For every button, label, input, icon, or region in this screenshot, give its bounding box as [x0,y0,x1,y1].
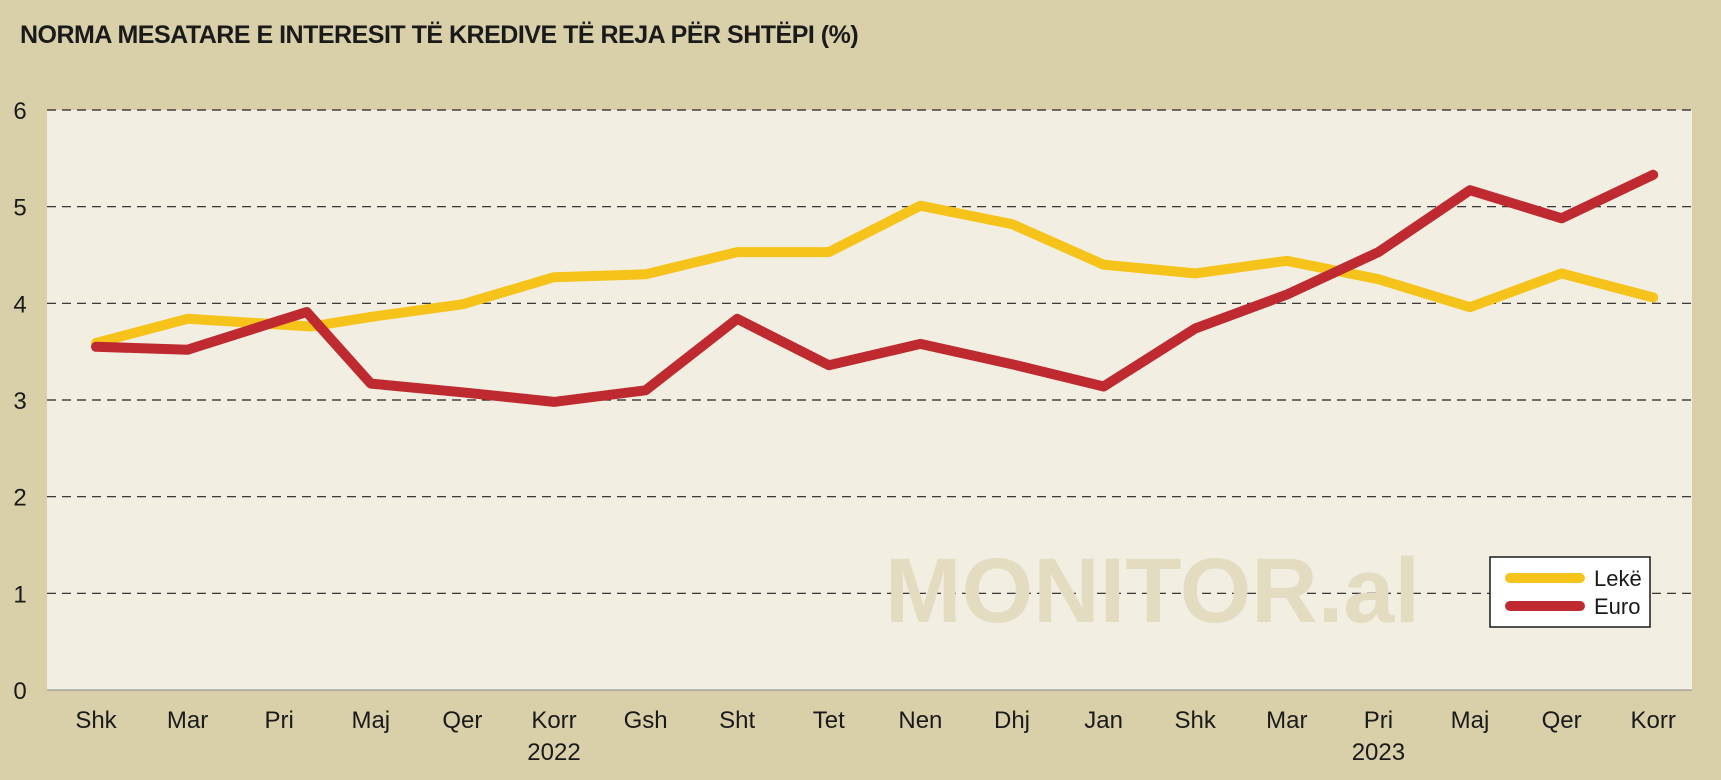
x-tick-label: Shk [1175,707,1217,734]
x-tick-label: Nen [898,707,942,734]
watermark: MONITOR.al [885,540,1420,642]
x-tick-label: Pri [1364,707,1393,734]
y-tick-label: 6 [13,98,26,125]
y-tick-label: 1 [13,581,26,608]
legend: Lekë Euro [1489,556,1651,628]
x-tick-label: Dhj [994,707,1030,734]
x-tick-label: Korr [531,707,576,734]
series-line-euro [91,169,1659,407]
x-tick-label: Shk [75,707,117,734]
legend-label: Lekë [1594,566,1642,591]
x-tick-label: Pri [265,707,294,734]
y-tick-label: 4 [13,291,26,318]
x-tick-label: Mar [1266,707,1307,734]
x-tick-label: Maj [351,707,390,734]
x-tick-label: Sht [719,707,755,734]
y-tick-label: 3 [13,388,26,415]
y-tick-label: 2 [13,485,26,512]
y-tick-label: 5 [13,195,26,222]
y-tick-label: 0 [13,678,26,705]
year-label: 2023 [1352,739,1405,766]
series-lines [91,169,1659,407]
legend-label: Euro [1594,594,1640,619]
x-tick-label: Qer [442,707,482,734]
x-tick-label: Qer [1542,707,1582,734]
legend-box [1489,556,1651,628]
y-axis: 0 1 2 3 4 5 6 [13,98,26,705]
x-tick-label: Gsh [624,707,668,734]
x-tick-label: Tet [813,707,845,734]
x-tick-label: Jan [1084,707,1123,734]
x-tick-label: Maj [1451,707,1490,734]
series-line-leke [91,200,1659,348]
x-tick-label: Korr [1631,707,1676,734]
x-tick-label: Mar [167,707,208,734]
gridlines [47,109,1692,691]
x-axis: Shk Mar Pri Maj Qer Korr Gsh Sht Tet Nen Dhj Jan Shk… [75,707,1676,766]
chart-title: NORMA MESATARE E INTERESIT TË KREDIVE TË… [20,21,858,49]
year-label: 2022 [527,739,580,766]
